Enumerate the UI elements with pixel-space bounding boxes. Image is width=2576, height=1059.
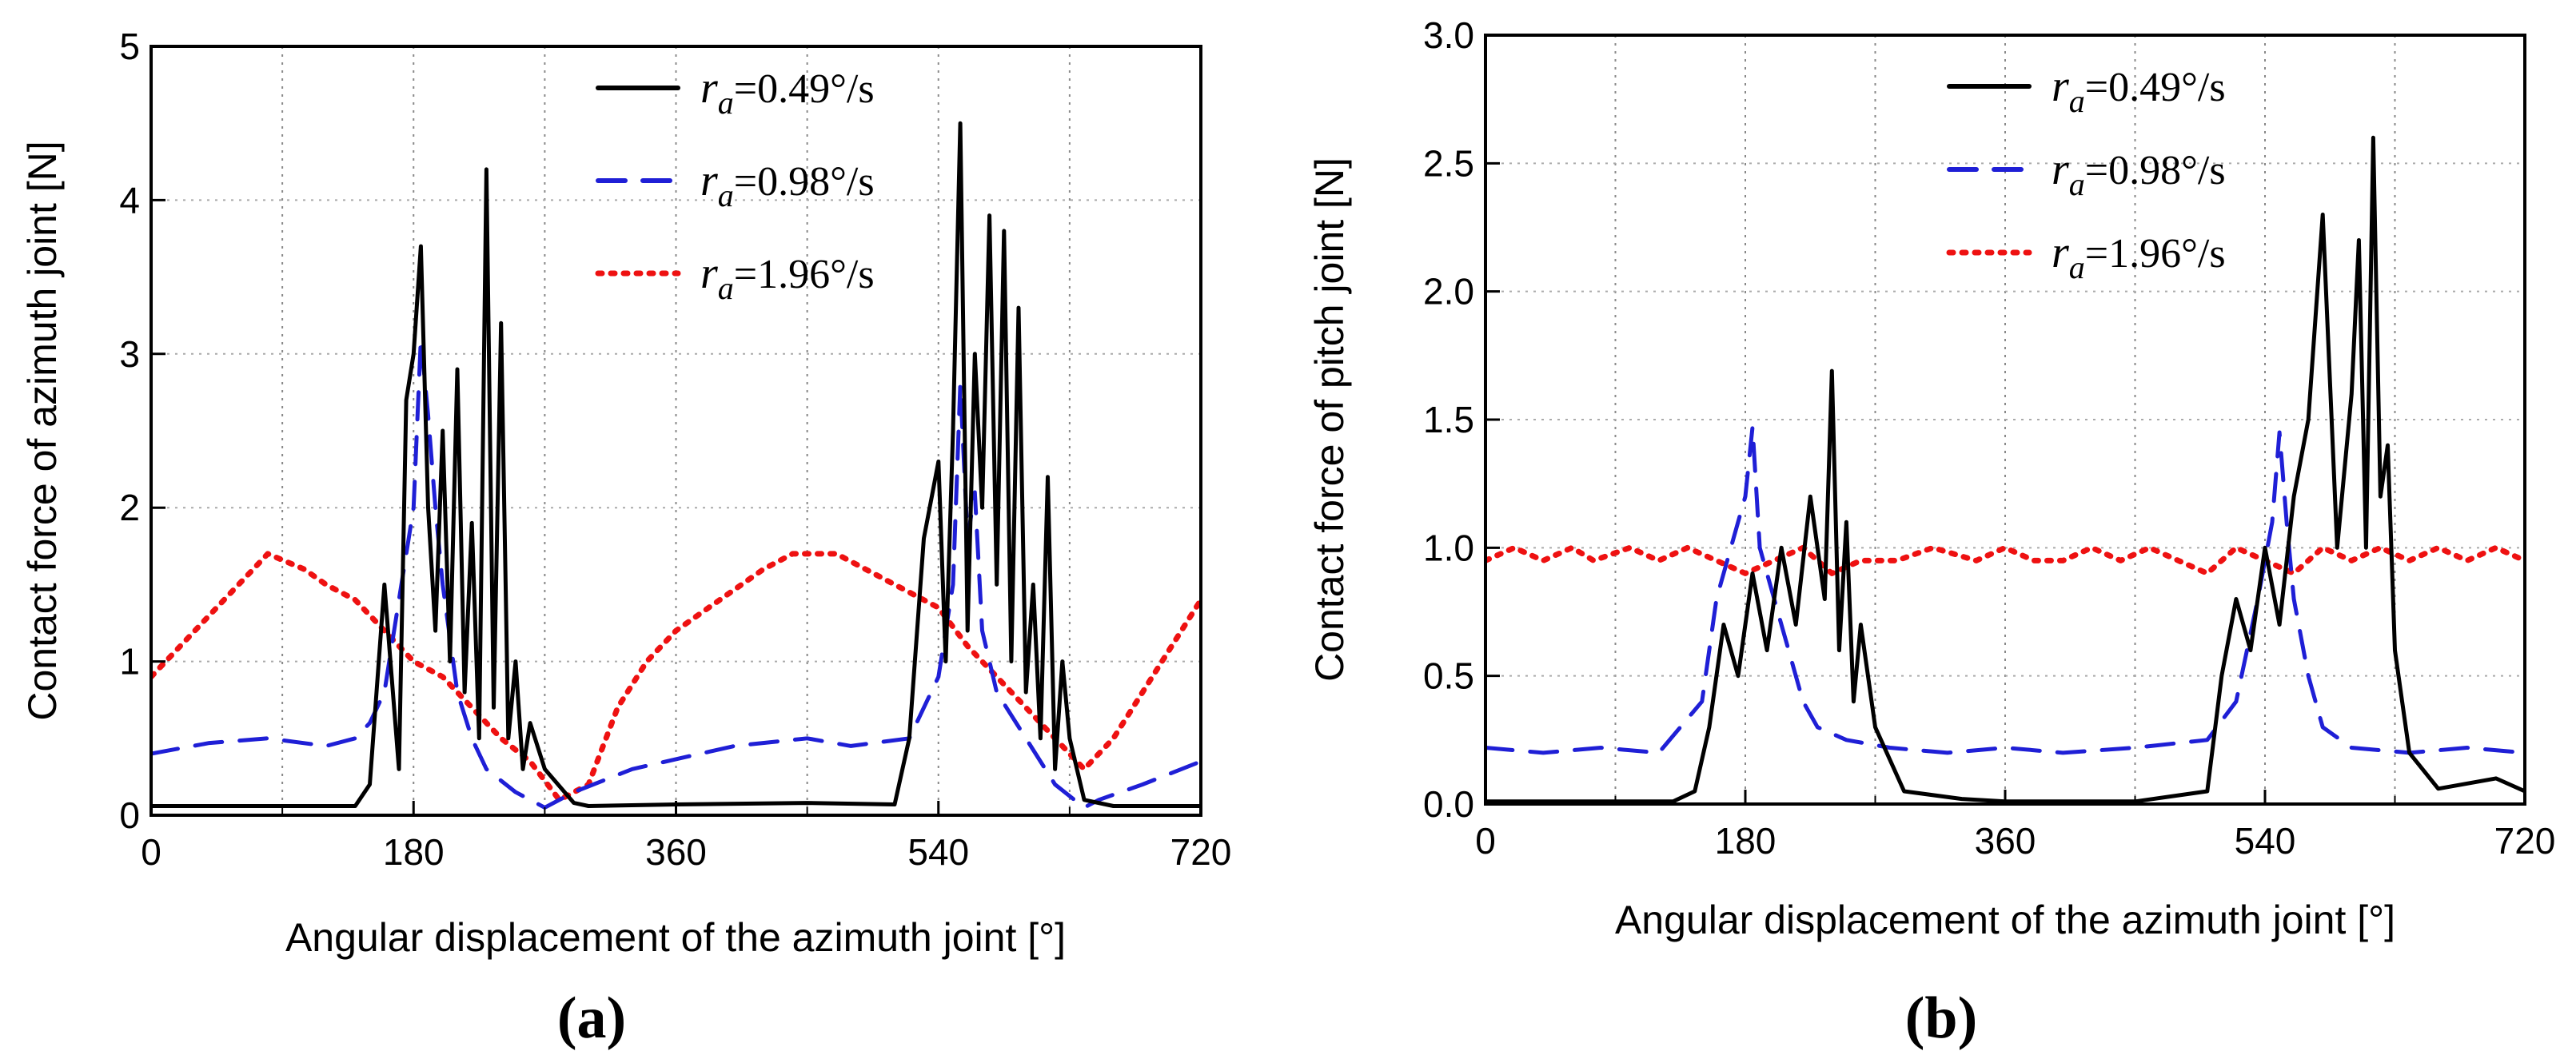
series-line-dotted xyxy=(151,551,1201,803)
y-tick-label: 1 xyxy=(119,641,140,683)
y-tick-label: 0.0 xyxy=(1423,783,1474,825)
x-tick-labels: 0 180 360 540 720 xyxy=(141,831,1231,873)
x-tick-label: 360 xyxy=(645,831,707,873)
x-tick-label: 0 xyxy=(1475,820,1496,862)
legend-entry: ra=1.96°/s xyxy=(700,249,875,306)
series-line-dotted xyxy=(1485,544,2525,576)
series-line-dashed xyxy=(1485,425,2525,755)
x-axis-label: Angular displacement of the azimuth join… xyxy=(1615,898,2395,942)
series-line-dashed xyxy=(151,336,1201,810)
y-tick-label: 2 xyxy=(119,487,140,528)
legend: ra=0.49°/s ra=0.98°/s ra=1.96°/s xyxy=(595,63,875,306)
y-tick-label: 1.5 xyxy=(1423,399,1474,440)
y-tick-label: 3 xyxy=(119,333,140,375)
x-tick-label: 360 xyxy=(1975,820,2036,862)
chart-panel-a: 0 180 360 540 720 0 1 2 3 4 5 Angular displacemen… xyxy=(20,26,1231,1051)
y-tick-label: 0 xyxy=(119,794,140,836)
y-tick-labels: 0.0 0.5 1.0 1.5 2.0 2.5 3.0 xyxy=(1423,14,1474,825)
legend-entry: ra=0.49°/s xyxy=(2052,62,2226,119)
x-tick-label: 180 xyxy=(1715,820,1776,862)
legend: ra=0.49°/s ra=0.98°/s ra=1.96°/s xyxy=(1946,62,2226,285)
y-axis-label: Contact force of azimuth joint [N] xyxy=(20,141,65,720)
x-axis-label: Angular displacement of the azimuth join… xyxy=(285,915,1066,960)
x-tick-label: 720 xyxy=(1170,831,1232,873)
legend-entry: ra=1.96°/s xyxy=(2052,228,2226,285)
y-tick-label: 3.0 xyxy=(1423,14,1474,56)
x-tick-label: 180 xyxy=(383,831,445,873)
legend-entry: ra=0.98°/s xyxy=(2052,145,2226,202)
y-tick-label: 0.5 xyxy=(1423,655,1474,697)
panel-label: (b) xyxy=(1905,985,1977,1051)
y-tick-label: 1.0 xyxy=(1423,527,1474,568)
y-tick-label: 4 xyxy=(119,179,140,221)
axis-ticks xyxy=(1484,34,2526,806)
y-tick-label: 5 xyxy=(119,26,140,67)
y-tick-label: 2.5 xyxy=(1423,142,1474,184)
panel-label: (a) xyxy=(557,985,626,1051)
x-tick-label: 540 xyxy=(2235,820,2296,862)
x-tick-label: 0 xyxy=(141,831,161,873)
x-tick-label: 720 xyxy=(2494,820,2556,862)
grid-lines xyxy=(151,46,1201,815)
chart-panel-b: 0 180 360 540 720 0.0 0.5 1.0 1.5 2.0 2.5 3.0 Angu… xyxy=(1307,14,2555,1051)
grid-lines xyxy=(1485,35,2525,804)
legend-entry: ra=0.49°/s xyxy=(700,63,875,121)
y-tick-labels: 0 1 2 3 4 5 xyxy=(119,26,140,836)
series-layer xyxy=(151,121,1201,810)
x-tick-label: 540 xyxy=(907,831,969,873)
x-tick-labels: 0 180 360 540 720 xyxy=(1475,820,2555,862)
axis-ticks xyxy=(150,45,1202,817)
y-axis-label: Contact force of pitch joint [N] xyxy=(1307,157,1352,682)
legend-entry: ra=0.98°/s xyxy=(700,156,875,213)
y-tick-label: 2.0 xyxy=(1423,271,1474,313)
